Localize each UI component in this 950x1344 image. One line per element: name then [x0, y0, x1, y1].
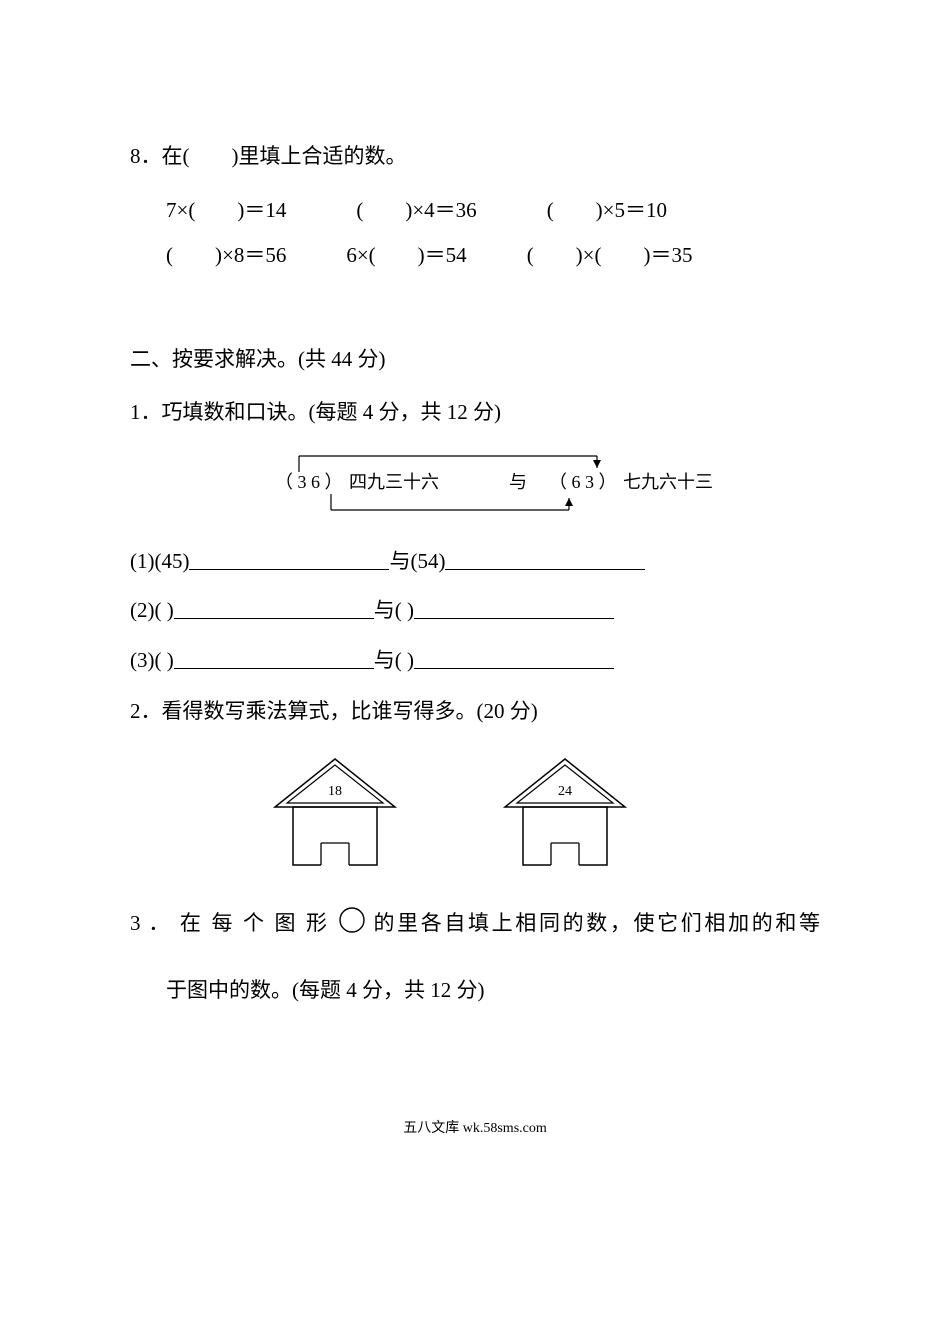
footer-text: 五八文库 wk.58sms.com — [130, 1118, 820, 1140]
q8-r1-a: 7×( )＝14 — [166, 194, 286, 228]
house-right-value: 24 — [558, 784, 572, 799]
ex-middle: 与 — [509, 472, 527, 492]
q8-row2: ( )×8＝56 6×( )＝54 ( )×( )＝35 — [166, 239, 820, 273]
q1-item1: (1)(45) 与(54) — [130, 545, 820, 579]
q3-l1a: 3 ． 在 每 个 图 形 — [130, 911, 338, 935]
section2-title: 二、按要求解决。(共 44 分) — [130, 343, 820, 377]
blank-line — [174, 645, 374, 669]
q1-i1-left: (1)(45) — [130, 549, 189, 573]
blank-line — [189, 545, 389, 569]
q3-line1: 3 ． 在 每 个 图 形 的里各自填上相同的数，使它们相加的和等 — [130, 906, 820, 945]
q1-example-svg: （ 3 6 ） 四九三十六 与 （ 6 3 ） 七九六十三 — [235, 448, 715, 518]
q3-l1b: 的里各自填上相同的数，使它们相加的和等 — [366, 911, 820, 935]
q8-r2-c: ( )×( )＝35 — [527, 239, 693, 273]
blank-line — [414, 645, 614, 669]
q8-r2-b: 6×( )＝54 — [346, 239, 466, 273]
q2-prompt: 2．看得数写乘法算式，比谁写得多。(20 分) — [130, 695, 820, 729]
ex-left-phrase: 四九三十六 — [349, 472, 439, 492]
q8-prompt: 8．在( )里填上合适的数。 — [130, 140, 820, 174]
ex-left-paren: （ 3 6 ） — [275, 472, 343, 492]
house-left: 18 — [275, 759, 395, 865]
q1-example-diagram: （ 3 6 ） 四九三十六 与 （ 6 3 ） 七九六十三 — [130, 448, 820, 529]
q2-houses: 18 24 — [130, 747, 820, 888]
q8-r2-a: ( )×8＝56 — [166, 239, 286, 273]
q3-line2: 于图中的数。(每题 4 分，共 12 分) — [166, 974, 820, 1008]
q8-r1-b: ( )×4＝36 — [356, 194, 476, 228]
ex-right-paren: （ 6 3 ） — [549, 472, 617, 492]
svg-text:（ 6 3 ） 七九六十三: （ 6 3 ） 七九六十三 — [549, 472, 713, 492]
q1-i2-left: (2)( ) — [130, 598, 174, 622]
blank-line — [414, 595, 614, 619]
q8-row1: 7×( )＝14 ( )×4＝36 ( )×5＝10 — [166, 194, 820, 228]
q8-r1-c: ( )×5＝10 — [547, 194, 667, 228]
house-right: 24 — [505, 759, 625, 865]
house-left-value: 18 — [328, 784, 342, 799]
blank-line — [174, 595, 374, 619]
q1-i1-mid: 与(54) — [389, 549, 445, 573]
q1-item3: (3)( ) 与( ) — [130, 644, 820, 678]
q1-prompt: 1．巧填数和口诀。(每题 4 分，共 12 分) — [130, 396, 820, 430]
q1-i3-left: (3)( ) — [130, 648, 174, 672]
circle-icon — [338, 906, 366, 945]
blank-line — [445, 545, 645, 569]
svg-text:（ 3 6 ） 四九三十六: （ 3 6 ） 四九三十六 — [275, 472, 439, 492]
q1-i3-mid: 与( ) — [374, 648, 414, 672]
houses-svg: 18 24 — [255, 747, 695, 877]
q1-i2-mid: 与( ) — [374, 598, 414, 622]
q1-item2: (2)( ) 与( ) — [130, 594, 820, 628]
ex-right-phrase: 七九六十三 — [623, 472, 713, 492]
